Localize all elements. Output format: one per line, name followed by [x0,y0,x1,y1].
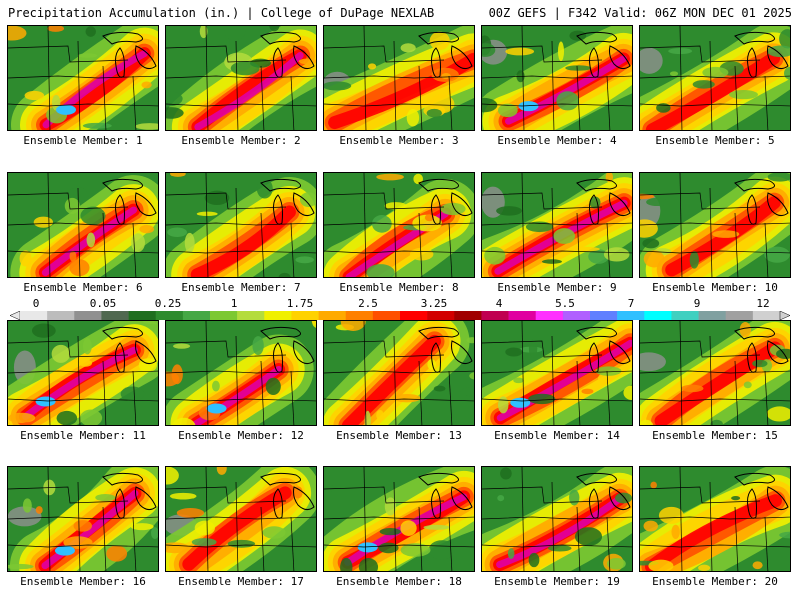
ensemble-member-map [7,320,159,426]
legend-tick-label: 1 [230,297,238,310]
ensemble-member-map [639,25,791,131]
legend-tick-label: 9 [693,297,701,310]
color-bar [10,311,790,320]
legend-swatch [47,311,75,320]
ensemble-member-map [165,25,317,131]
ensemble-member-label: Ensemble Member: 10 [652,281,778,294]
ensemble-member-label: Ensemble Member: 9 [497,281,617,294]
ensemble-member-label: Ensemble Member: 3 [339,134,459,147]
ensemble-member-map [7,466,159,572]
legend-tick-label: 1.75 [286,297,314,310]
ensemble-member-map [481,25,633,131]
legend-swatch [182,311,211,320]
ensemble-member-label: Ensemble Member: 15 [652,429,778,442]
ensemble-member-map [165,172,317,278]
legend-swatch [427,311,455,320]
legend-swatch [400,311,428,320]
ensemble-member-map [639,320,791,426]
legend-tick-label: 5.5 [555,297,575,310]
legend-swatch [752,311,781,320]
legend-swatch [128,311,157,320]
ensemble-member-map [481,172,633,278]
legend-tick-label: 4 [495,297,503,310]
legend-swatch [562,311,591,320]
ensemble-member-map [639,466,791,572]
ensemble-member-label: Ensemble Member: 16 [20,575,146,588]
legend-swatch [155,311,184,320]
legend-tick-label: 0 [32,297,40,310]
legend-tick-label: 7 [627,297,635,310]
ensemble-member-map [481,320,633,426]
ensemble-member-label: Ensemble Member: 4 [497,134,617,147]
legend-swatch [590,311,618,320]
legend-swatch [535,311,564,320]
legend-tick-label: 12 [756,297,770,310]
ensemble-member-label: Ensemble Member: 18 [336,575,462,588]
ensemble-member-map [323,25,475,131]
ensemble-member-label: Ensemble Member: 14 [494,429,620,442]
legend-tick-label: 3.25 [420,297,448,310]
ensemble-member-label: Ensemble Member: 13 [336,429,462,442]
legend-swatch [264,311,292,320]
ensemble-member-map [323,320,475,426]
ensemble-member-label: Ensemble Member: 20 [652,575,778,588]
map-title: Precipitation Accumulation (in.) | Colle… [8,6,435,20]
valid-time: 00Z GEFS | F342 Valid: 06Z MON DEC 01 20… [488,6,792,20]
legend-swatch [20,311,48,320]
ensemble-member-map [481,466,633,572]
legend-swatch [644,311,672,320]
ensemble-member-label: Ensemble Member: 7 [181,281,301,294]
legend-swatch [725,311,754,320]
ensemble-member-label: Ensemble Member: 19 [494,575,620,588]
legend-swatch [74,311,102,320]
ensemble-member-label: Ensemble Member: 12 [178,429,304,442]
ensemble-member-map [7,172,159,278]
ensemble-member-label: Ensemble Member: 8 [339,281,459,294]
ensemble-member-label: Ensemble Member: 6 [23,281,143,294]
legend-swatch [671,311,699,320]
legend-arrow-left [10,311,21,320]
legend-swatch [454,311,482,320]
legend-swatch [237,311,265,320]
ensemble-member-map [7,25,159,131]
legend-swatch [481,311,509,320]
legend-tick-label: 0.05 [89,297,117,310]
ensemble-member-map [165,466,317,572]
ensemble-member-map [323,172,475,278]
ensemble-member-map [323,466,475,572]
legend-swatch [318,311,347,320]
legend-swatch [698,311,727,320]
ensemble-member-map [165,320,317,426]
ensemble-member-label: Ensemble Member: 17 [178,575,304,588]
legend-arrow-right [779,311,790,320]
legend-swatch [210,311,238,320]
legend-tick-label: 0.25 [154,297,182,310]
legend-swatch [617,311,645,320]
ensemble-member-label: Ensemble Member: 1 [23,134,143,147]
legend-swatch [345,311,374,320]
ensemble-member-label: Ensemble Member: 2 [181,134,301,147]
ensemble-member-label: Ensemble Member: 11 [20,429,146,442]
ensemble-member-label: Ensemble Member: 5 [655,134,775,147]
legend-swatch [291,311,319,320]
ensemble-member-map [639,172,791,278]
legend-swatch [101,311,129,320]
legend-swatch [372,311,401,320]
legend-tick-label: 2.5 [358,297,378,310]
legend-swatch [508,311,537,320]
